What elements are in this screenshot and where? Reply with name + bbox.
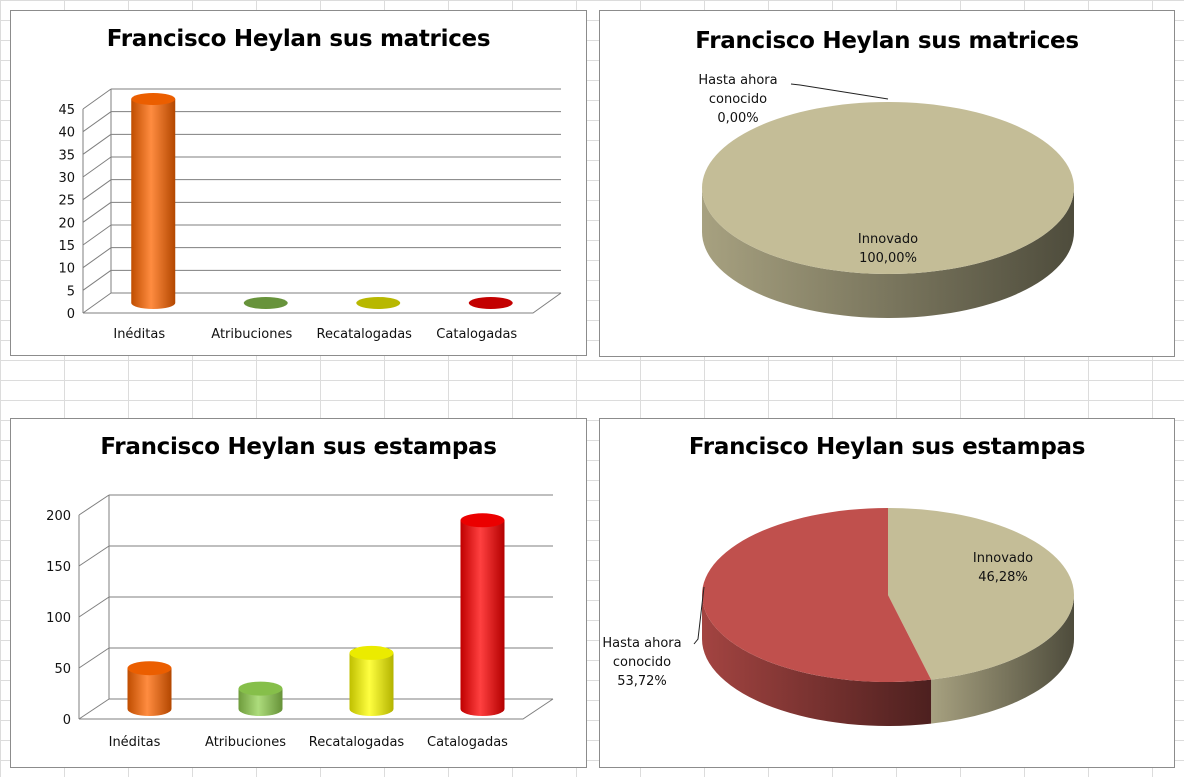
pie-slice [702, 102, 1074, 274]
floor-edge [79, 698, 554, 720]
pie-chart-estampas: Innovado 46,28% Hasta ahora conocido 53,72% [602, 508, 1074, 726]
y-tick-label: 200 [46, 509, 71, 524]
x-tick-label: Catalogadas [427, 735, 508, 750]
slice-label: 46,28% [978, 570, 1028, 585]
bar-chart-matrices: 0 5 10 15 20 25 30 35 40 45 Inéditas Atribuciones Re… [58, 88, 562, 342]
side-gridline [78, 545, 110, 567]
side-gridline [82, 201, 112, 223]
x-tick-label: Inéditas [113, 327, 165, 342]
y-tick-label: 5 [67, 284, 75, 299]
x-tick-label: Recatalogadas [309, 735, 405, 750]
leader-line [790, 83, 889, 100]
bar-chart-estampas: 0 50 100 150 200 Inéditas Atribuciones Recatalo… [46, 494, 554, 750]
y-tick-label: 150 [46, 560, 71, 575]
pie-chart-matrices: Hasta ahora conocido 0,00% Innovado 100,00% [698, 73, 1074, 318]
y-tick-label: 35 [58, 148, 75, 163]
slice-label: 0,00% [717, 111, 758, 126]
slice-label: Innovado [858, 232, 918, 247]
slice-label: Hasta ahora [698, 73, 777, 88]
side-gridline [78, 647, 110, 669]
side-gridline [82, 88, 112, 110]
floor-edge [83, 292, 562, 314]
chart-panel-estampas-pie[interactable]: Francisco Heylan sus estampas Innovado 46… [599, 418, 1175, 768]
slice-label: conocido [613, 655, 671, 670]
bar-top [349, 645, 394, 660]
bar-top [238, 681, 283, 696]
chart-title: Francisco Heylan sus estampas [688, 434, 1086, 460]
slice-label: 100,00% [859, 251, 917, 266]
side-gridline [82, 156, 112, 178]
y-tick-label: 20 [58, 216, 75, 231]
leader-line [693, 586, 705, 645]
bar-body [460, 520, 505, 716]
side-gridline [78, 698, 110, 720]
x-tick-label: Inéditas [109, 735, 161, 750]
side-gridline [82, 111, 112, 133]
y-tick-label: 0 [63, 713, 71, 728]
side-gridline [82, 247, 112, 269]
pie-slice [888, 508, 1074, 680]
slice-label: 53,72% [617, 674, 667, 689]
bar-top [468, 297, 513, 309]
bar-top [243, 297, 288, 309]
x-tick-label: Catalogadas [436, 327, 517, 342]
bar-body [127, 668, 172, 716]
x-tick-label: Recatalogadas [317, 327, 413, 342]
pie-side [702, 595, 932, 726]
bar-top [356, 297, 401, 309]
side-gridline [82, 179, 112, 201]
side-gridline [78, 494, 110, 516]
side-gridline [78, 596, 110, 618]
pie-side [931, 595, 1074, 724]
bar-top [127, 661, 172, 676]
x-tick-label: Atribuciones [211, 327, 292, 342]
side-gridline [82, 133, 112, 155]
side-gridline [82, 292, 112, 314]
y-tick-label: 30 [58, 171, 75, 186]
chart-title: Francisco Heylan sus estampas [100, 434, 497, 460]
chart-panel-matrices-bar[interactable]: Francisco Heylan sus matrices 0 5 10 15 20 25… [10, 10, 587, 356]
side-gridline [82, 269, 112, 291]
slice-label: Hasta ahora [602, 636, 681, 651]
chart-panel-estampas-bar[interactable]: Francisco Heylan sus estampas 0 50 100 150 2… [10, 418, 587, 768]
bar-top [460, 513, 505, 528]
side-gridline [82, 224, 112, 246]
chart-title: Francisco Heylan sus matrices [695, 28, 1079, 54]
x-tick-label: Atribuciones [205, 735, 286, 750]
pie-slice [701, 508, 932, 682]
bar-body [238, 688, 283, 716]
y-tick-label: 10 [58, 262, 75, 277]
bar-body [349, 652, 394, 716]
y-tick-label: 50 [54, 662, 71, 677]
chart-title: Francisco Heylan sus matrices [106, 26, 491, 52]
y-tick-label: 0 [67, 307, 75, 322]
y-tick-label: 15 [58, 239, 75, 254]
slice-label: Innovado [973, 551, 1033, 566]
pie-side [702, 188, 1074, 318]
bar-body [131, 99, 176, 309]
y-tick-label: 25 [58, 194, 75, 209]
y-tick-label: 100 [46, 611, 71, 626]
y-tick-label: 40 [58, 126, 75, 141]
y-tick-label: 45 [58, 103, 75, 118]
bar-top [131, 93, 176, 105]
slice-label: conocido [709, 92, 767, 107]
chart-panel-matrices-pie[interactable]: Francisco Heylan sus matrices Hasta ahor… [599, 10, 1175, 357]
